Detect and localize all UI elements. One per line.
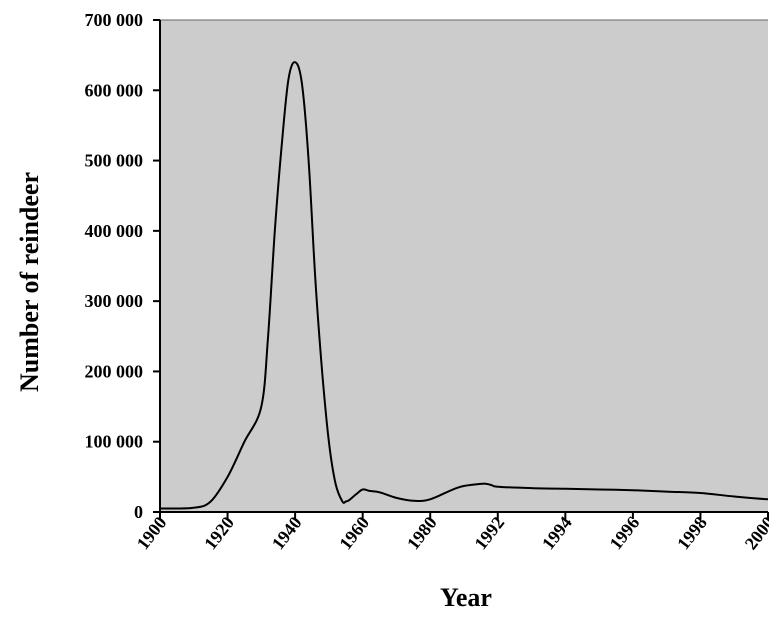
y-tick-label: 700 000 [85,10,144,30]
y-axis-title: Number of reindeer [15,172,44,392]
y-tick-label: 500 000 [85,151,144,171]
x-tick-label: 1994 [538,513,576,554]
x-tick-label: 1992 [470,513,508,554]
x-tick-label: 1940 [268,513,306,554]
y-tick-label: 300 000 [85,291,144,311]
y-tick-label: 400 000 [85,221,144,241]
x-tick-label: 1980 [403,513,441,554]
x-tick-label: 1960 [335,513,373,554]
series-line [159,61,769,510]
x-tick-label: 1996 [606,513,644,554]
x-tick-label: 1920 [200,513,238,554]
y-tick-label: 600 000 [85,80,144,100]
plot-area [160,20,768,512]
y-tick-label: 0 [134,502,143,522]
x-axis-title: Year [440,583,492,612]
y-tick-label: 100 000 [85,432,144,452]
x-tick-label: 1998 [673,513,711,554]
x-tick-label: 2000 [741,513,769,554]
y-tick-label: 200 000 [85,361,144,381]
